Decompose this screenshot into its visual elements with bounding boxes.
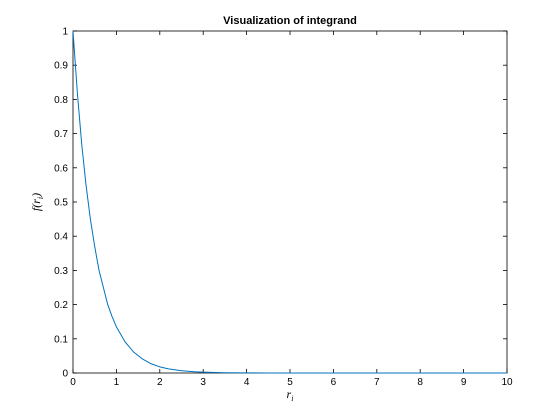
x-axis-label-main: r <box>287 387 292 401</box>
x-tick-label: 6 <box>331 377 337 388</box>
y-tick-label: 0.3 <box>54 266 68 277</box>
y-axis-label: f(ri) <box>29 193 45 211</box>
y-tick-label: 1 <box>62 27 68 38</box>
x-tick-label: 7 <box>374 377 380 388</box>
x-tick-label: 0 <box>70 377 76 388</box>
y-tick-label: 0.5 <box>54 198 68 209</box>
x-tick-label: 3 <box>200 377 206 388</box>
x-tick-label: 5 <box>287 377 293 388</box>
y-axis-label-close: ) <box>29 193 43 198</box>
x-tick-label: 2 <box>157 377 163 388</box>
y-tick-label: 0.6 <box>54 163 68 174</box>
x-axis-label: ri <box>287 387 294 403</box>
plot-area <box>72 30 508 374</box>
x-tick-label: 1 <box>114 377 120 388</box>
y-axis-label-main: f <box>29 206 43 211</box>
x-axis-label-subscript: i <box>291 394 293 403</box>
chart-title: Visualization of integrand <box>223 15 357 27</box>
x-tick-label: 9 <box>461 377 467 388</box>
y-tick-label: 0.8 <box>54 95 68 106</box>
y-tick-label: 0.1 <box>54 334 68 345</box>
x-tick-label: 4 <box>244 377 250 388</box>
y-tick-label: 0 <box>62 369 68 380</box>
series-layer <box>72 30 507 374</box>
y-axis-label-subscript: i <box>36 197 45 199</box>
y-axis-label-open: (r <box>29 199 43 208</box>
y-tick-label: 0.7 <box>54 129 68 140</box>
x-tick-label: 8 <box>417 377 423 388</box>
x-tick-label: 10 <box>501 377 513 388</box>
y-tick-label: 0.4 <box>54 232 68 243</box>
axes <box>72 30 508 374</box>
series-line-0 <box>72 30 507 374</box>
ticks: 0 1 2 3 4 5 6 7 8 9 10 0 0.1 0.2 0.3 0.4 0.5 0.6 0.7 0.8 0.9… <box>54 27 513 389</box>
y-tick-label: 0.2 <box>54 300 68 311</box>
y-tick-label: 0.9 <box>54 61 68 72</box>
